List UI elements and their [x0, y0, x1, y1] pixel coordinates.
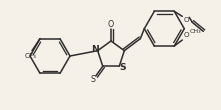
Text: CF₃: CF₃ — [25, 53, 37, 59]
Text: O: O — [108, 20, 114, 29]
Text: S: S — [91, 75, 96, 84]
Text: CH₃: CH₃ — [189, 29, 201, 34]
Text: O: O — [183, 17, 189, 23]
Text: S: S — [119, 63, 126, 72]
Text: N: N — [91, 45, 99, 54]
Text: O: O — [183, 32, 189, 38]
